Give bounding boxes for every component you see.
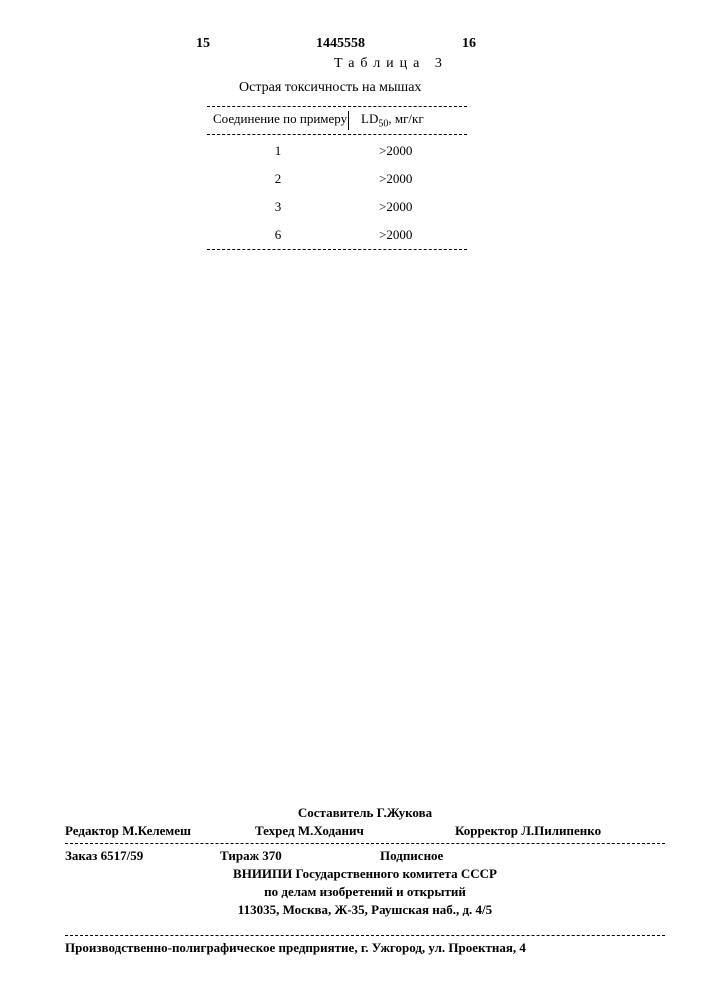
table-label: Таблица 3 — [334, 56, 448, 72]
footer-block: Составитель Г.Жукова Редактор М.Келемеш … — [65, 805, 665, 924]
document-number: 1445558 — [316, 36, 365, 52]
footer-rule-1 — [65, 843, 665, 844]
ld-subscript: 50 — [378, 119, 388, 130]
table-header-row: Соединение по примеру LD50, мг/кг — [207, 107, 467, 134]
table-cell-compound: 1 — [207, 143, 349, 159]
footer-credits-row: Редактор М.Келемеш Техред М.Ходанич Корр… — [65, 823, 665, 839]
footer-editor: Редактор М.Келемеш — [65, 823, 255, 839]
footer-org-line2: по делам изобретений и открытий — [65, 884, 665, 900]
table-cell-value: >2000 — [349, 171, 467, 187]
page-number-left: 15 — [196, 36, 210, 52]
table-cell-compound: 3 — [207, 199, 349, 215]
table-row: 6 >2000 — [207, 221, 467, 249]
footer-signature: Подписное — [380, 848, 665, 864]
footer-tehred: Техред М.Ходанич — [255, 823, 455, 839]
footer-order: Заказ 6517/59 — [65, 848, 220, 864]
footer-production: Производственно-полиграфическое предприя… — [65, 940, 665, 956]
page-number-right: 16 — [462, 36, 476, 52]
ld-suffix: , мг/кг — [388, 111, 423, 126]
footer-tirazh: Тираж 370 — [220, 848, 380, 864]
table-bottom-rule — [207, 249, 467, 250]
toxicity-table: Соединение по примеру LD50, мг/кг 1 >200… — [207, 106, 467, 250]
table-cell-compound: 2 — [207, 171, 349, 187]
ld-prefix: LD — [361, 111, 378, 126]
table-col1-header: Соединение по примеру — [207, 111, 349, 130]
table-cell-compound: 6 — [207, 227, 349, 243]
table-cell-value: >2000 — [349, 227, 467, 243]
table-caption: Острая токсичность на мышах — [239, 80, 421, 96]
footer-order-row: Заказ 6517/59 Тираж 370 Подписное — [65, 848, 665, 864]
table-row: 2 >2000 — [207, 165, 467, 193]
table-cell-value: >2000 — [349, 143, 467, 159]
footer-address: 113035, Москва, Ж-35, Раушская наб., д. … — [65, 902, 665, 918]
footer-rule-2 — [65, 935, 665, 936]
footer-org-line1: ВНИИПИ Государственного комитета СССР — [65, 866, 665, 882]
footer-compiler: Составитель Г.Жукова — [65, 805, 665, 821]
footer-corrector: Корректор Л.Пилипенко — [455, 823, 665, 839]
table-body: 1 >2000 2 >2000 3 >2000 6 >2000 — [207, 135, 467, 249]
table-row: 1 >2000 — [207, 137, 467, 165]
table-cell-value: >2000 — [349, 199, 467, 215]
table-col2-header: LD50, мг/кг — [349, 111, 467, 130]
table-row: 3 >2000 — [207, 193, 467, 221]
footer-bottom-block: Производственно-полиграфическое предприя… — [65, 933, 665, 956]
